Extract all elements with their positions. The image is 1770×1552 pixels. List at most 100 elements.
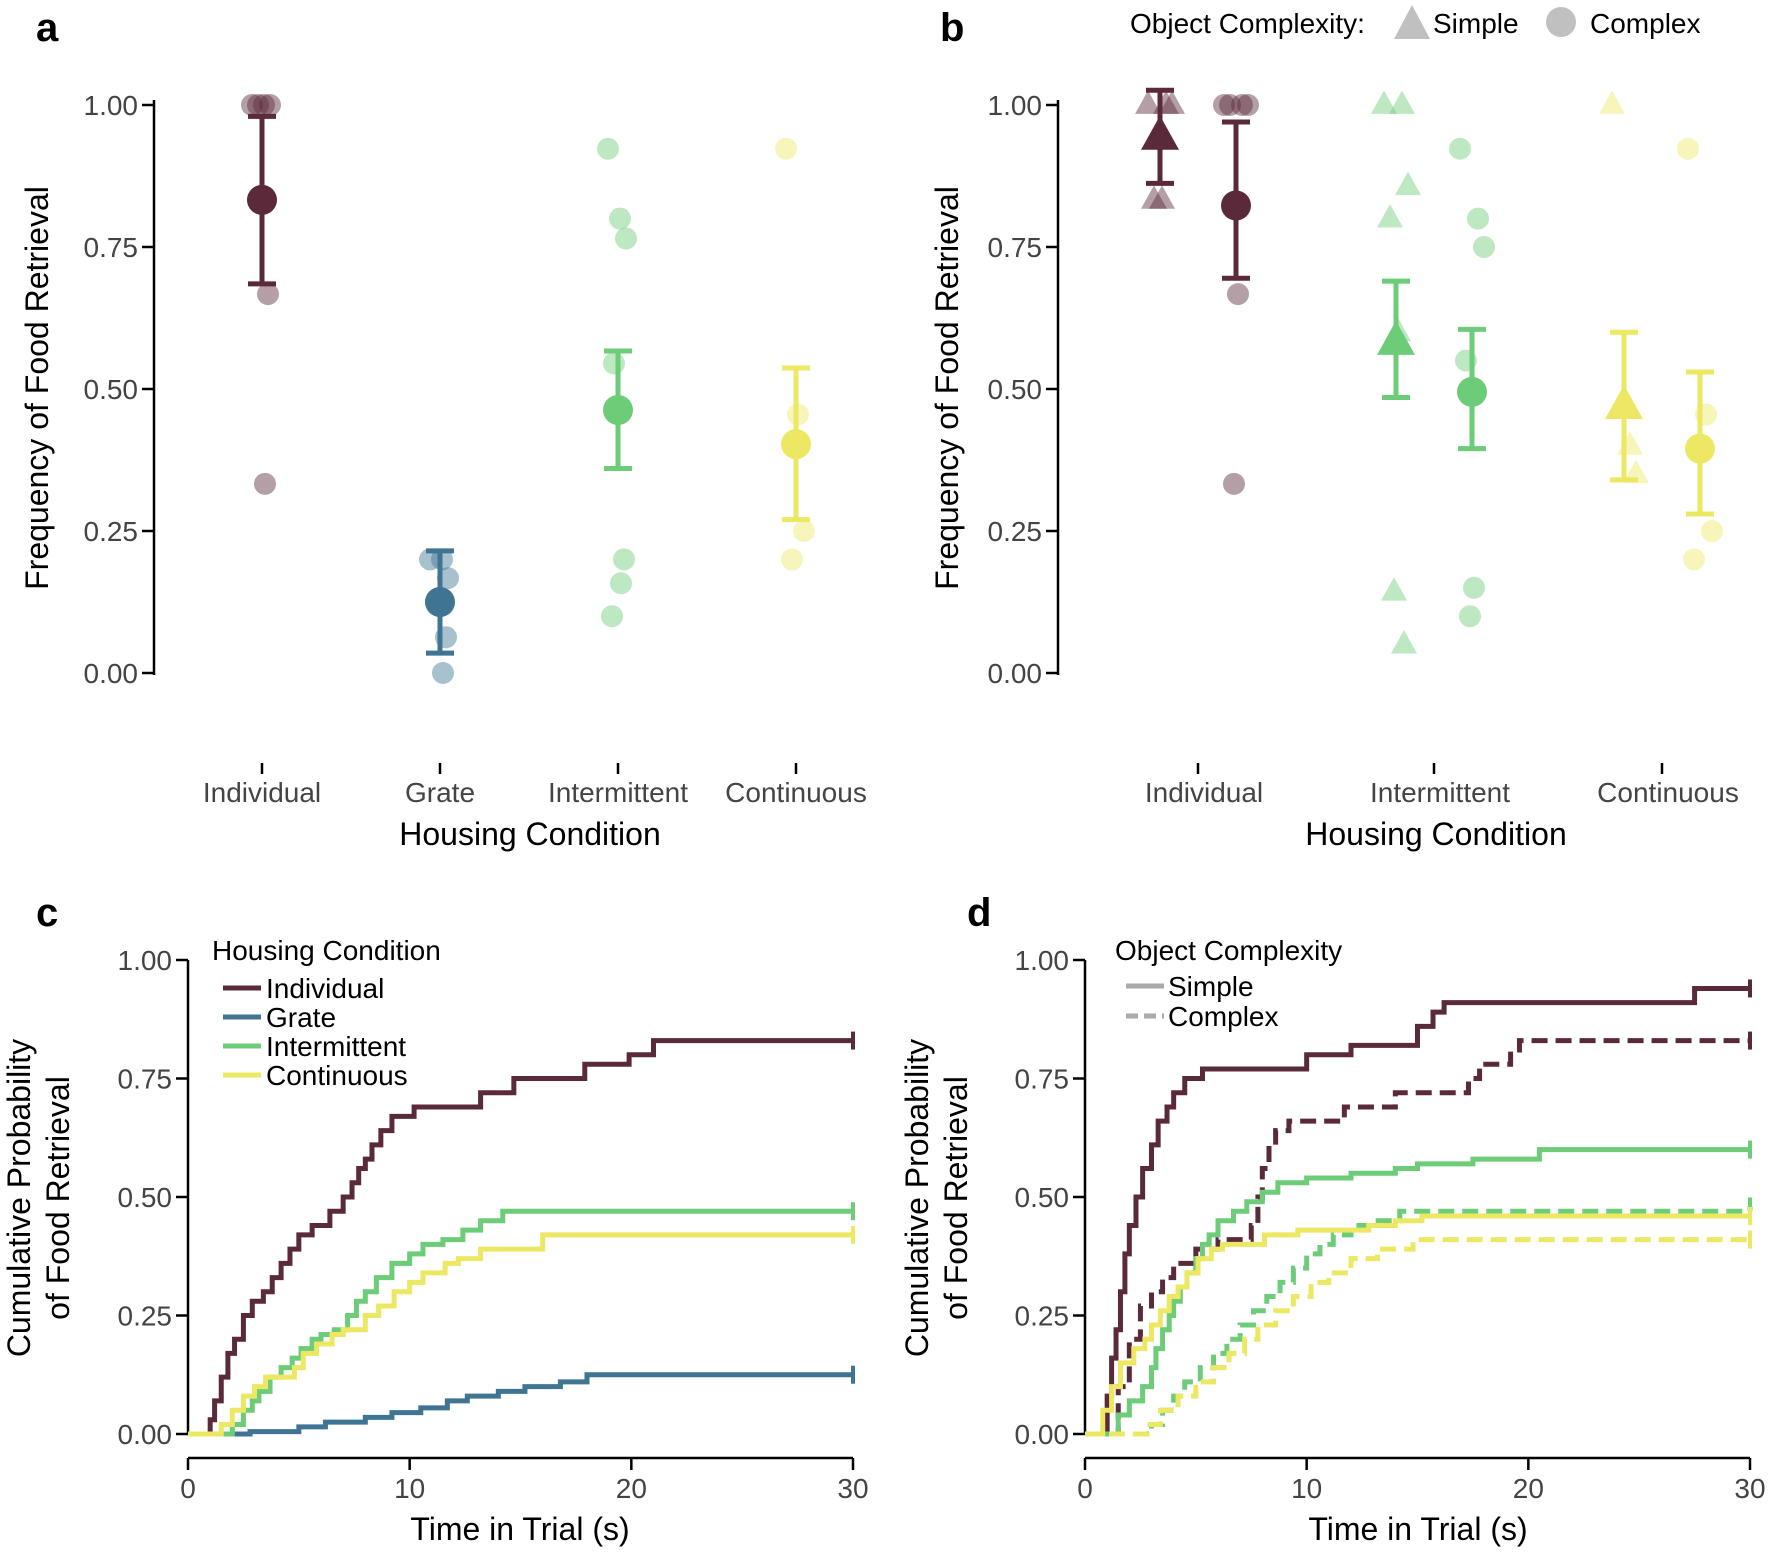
panel-a-mean-point	[781, 429, 811, 460]
panel-b-y-tick-label: 0.50	[988, 374, 1043, 405]
panel-d-x-tick-label: 10	[1291, 1473, 1322, 1504]
panel-d-legend: Object Complexity Simple Complex	[1115, 935, 1342, 1032]
panel-c-legend: Housing Condition IndividualGrateIntermi…	[212, 935, 441, 1091]
panel-b-data-point	[1617, 431, 1643, 455]
panel-a-data-point	[781, 548, 803, 571]
panel-a-data-point	[253, 94, 275, 116]
panel-a-y-axis-title: Frequency of Food Retrieval	[19, 186, 55, 590]
panel-b-data-point	[1683, 548, 1705, 571]
panel-a-y-tick-label: 1.00	[84, 90, 139, 121]
panel-c-x-tick-label: 10	[394, 1473, 425, 1504]
panel-d-y-tick-label: 0.00	[1015, 1419, 1070, 1450]
panel-a-x-tick-label: Continuous	[725, 777, 867, 808]
panel-b-data-point	[1459, 605, 1481, 628]
panel-a-data-point	[793, 520, 815, 542]
panel-b-y-tick-label: 1.00	[988, 90, 1043, 121]
panel-c-x-axis-title: Time in Trial (s)	[410, 1511, 629, 1547]
panel-b-data-point	[1371, 90, 1397, 114]
panel-a-data-point	[597, 137, 619, 160]
panel-c-legend-title: Housing Condition	[212, 935, 441, 966]
panel-b-x-ticks: Individual Intermittent Continuous	[1145, 763, 1739, 808]
panel-a-data-point	[257, 283, 279, 306]
panel-b-data-point	[1141, 185, 1167, 209]
panel-d-y-tick-label: 0.50	[1015, 1182, 1070, 1213]
panel-b-data-point	[1213, 94, 1235, 116]
panel-d-y-tick-label: 0.25	[1015, 1301, 1070, 1332]
panel-a: a 0.000.250.500.751.00 Individual Grate In…	[19, 6, 867, 852]
panel-b-mean-point	[1377, 320, 1415, 355]
panel-a-x-axis-title: Housing Condition	[399, 816, 661, 852]
panel-d-y-axis-title-line1: Cumulative Probability	[899, 1039, 935, 1357]
panel-a-mean-point	[247, 184, 277, 215]
panel-a-x-ticks: Individual Grate Intermittent Continuous	[203, 763, 867, 808]
panel-b-data-point	[1449, 137, 1471, 160]
panel-a-data-point	[615, 227, 637, 250]
panel-c-y-axis-title-line2: of Food Retrieval	[40, 1076, 76, 1320]
panel-a-y-ticks: 0.00 0.25 0.50 0.75 1.00	[84, 90, 154, 689]
panel-c-x-tick-label: 30	[837, 1473, 868, 1504]
panel-b-data-point	[1381, 577, 1407, 601]
panel-b-data-point	[1223, 472, 1245, 495]
panel-c-series-grate	[188, 1372, 853, 1437]
panel-b-mean-point	[1141, 115, 1179, 150]
panel-a-data-point	[254, 472, 276, 495]
panel-letter-b: b	[940, 6, 964, 50]
panel-c-x-tick-label: 20	[616, 1473, 647, 1504]
panel-b-data-point	[1701, 520, 1723, 542]
panel-c-x-tick-label: 0	[180, 1473, 196, 1504]
panel-a-data-point	[241, 94, 263, 116]
panel-letter-a: a	[36, 6, 59, 50]
panel-a-data-point	[775, 137, 797, 160]
panel-a-y-tick-label: 0.50	[84, 374, 139, 405]
panel-b-data-point	[1237, 94, 1259, 116]
panel-d-lines	[1085, 979, 1753, 1437]
panel-d-x-tick-label: 30	[1734, 1473, 1765, 1504]
panel-a-mean-point	[603, 395, 633, 426]
panel-d-series-intermittent-complex	[1085, 1206, 1753, 1437]
panel-d-x-axis-title: Time in Trial (s)	[1308, 1511, 1527, 1547]
panel-b-legend-title: Object Complexity:	[1130, 8, 1365, 39]
panel-b-data-point	[1231, 94, 1253, 116]
panel-b-data-point	[1227, 283, 1249, 306]
panel-c: c 0.00 0.25 0.50 0.75 1.00 0 10 20 30 Time in T…	[1, 891, 869, 1547]
panel-a-x-tick-label: Intermittent	[548, 777, 688, 808]
panel-d-series-continuous-complex	[1085, 1237, 1750, 1437]
panel-b-legend: Object Complexity: Simple Complex	[1130, 5, 1700, 39]
panel-d-y-tick-label: 0.75	[1015, 1064, 1070, 1095]
panel-a-x-tick-label: Individual	[203, 777, 321, 808]
panel-c-legend-label: Intermittent	[266, 1031, 406, 1062]
panel-b-data-point	[1677, 137, 1699, 160]
panel-d-legend-complex-label: Complex	[1168, 1001, 1278, 1032]
panel-c-series-intermittent	[188, 1208, 853, 1437]
panel-b-data-point	[1623, 459, 1649, 484]
panel-c-y-tick-label: 0.75	[118, 1064, 173, 1095]
panel-c-lines	[188, 1031, 855, 1437]
panel-b-legend-simple-label: Simple	[1433, 8, 1519, 39]
panel-b-data-point	[1395, 171, 1421, 196]
panel-b-y-axis-title: Frequency of Food Retrieval	[929, 186, 965, 590]
panel-b-data-point	[1391, 630, 1417, 654]
panel-b-data-point	[1149, 185, 1175, 209]
panel-b-y-tick-label: 0.25	[988, 516, 1043, 547]
panel-b-legend-complex-label: Complex	[1590, 8, 1700, 39]
panel-b-data-point	[1389, 90, 1415, 114]
panel-b-x-tick-label: Intermittent	[1370, 777, 1510, 808]
panel-d-legend-simple-label: Simple	[1168, 971, 1254, 1002]
panel-a-data-point	[601, 605, 623, 628]
panel-b-x-tick-label: Individual	[1145, 777, 1263, 808]
panel-b-data-point	[1473, 236, 1495, 258]
panel-c-legend-label: Individual	[266, 973, 384, 1004]
panel-d-y-ticks: 0.00 0.25 0.50 0.75 1.00	[1015, 945, 1085, 1450]
panel-b-data-point	[1219, 94, 1241, 116]
panel-a-data-point	[247, 94, 269, 116]
panel-d-y-axis-title-line2: of Food Retrieval	[938, 1076, 974, 1320]
panel-d: d 0.00 0.25 0.50 0.75 1.00 0 10 20 30 Time in T…	[899, 891, 1766, 1547]
panel-a-data-point	[259, 94, 281, 116]
panel-b-data-point	[1135, 90, 1161, 114]
panel-c-legend-label: Continuous	[266, 1060, 408, 1091]
panel-b: b 0.00 0.25 0.50 0.75 1.00 Individual Intermi…	[929, 5, 1739, 852]
panel-c-series-individual	[188, 1038, 853, 1437]
panel-b-x-tick-label: Continuous	[1597, 777, 1739, 808]
panel-a-points	[241, 94, 815, 684]
